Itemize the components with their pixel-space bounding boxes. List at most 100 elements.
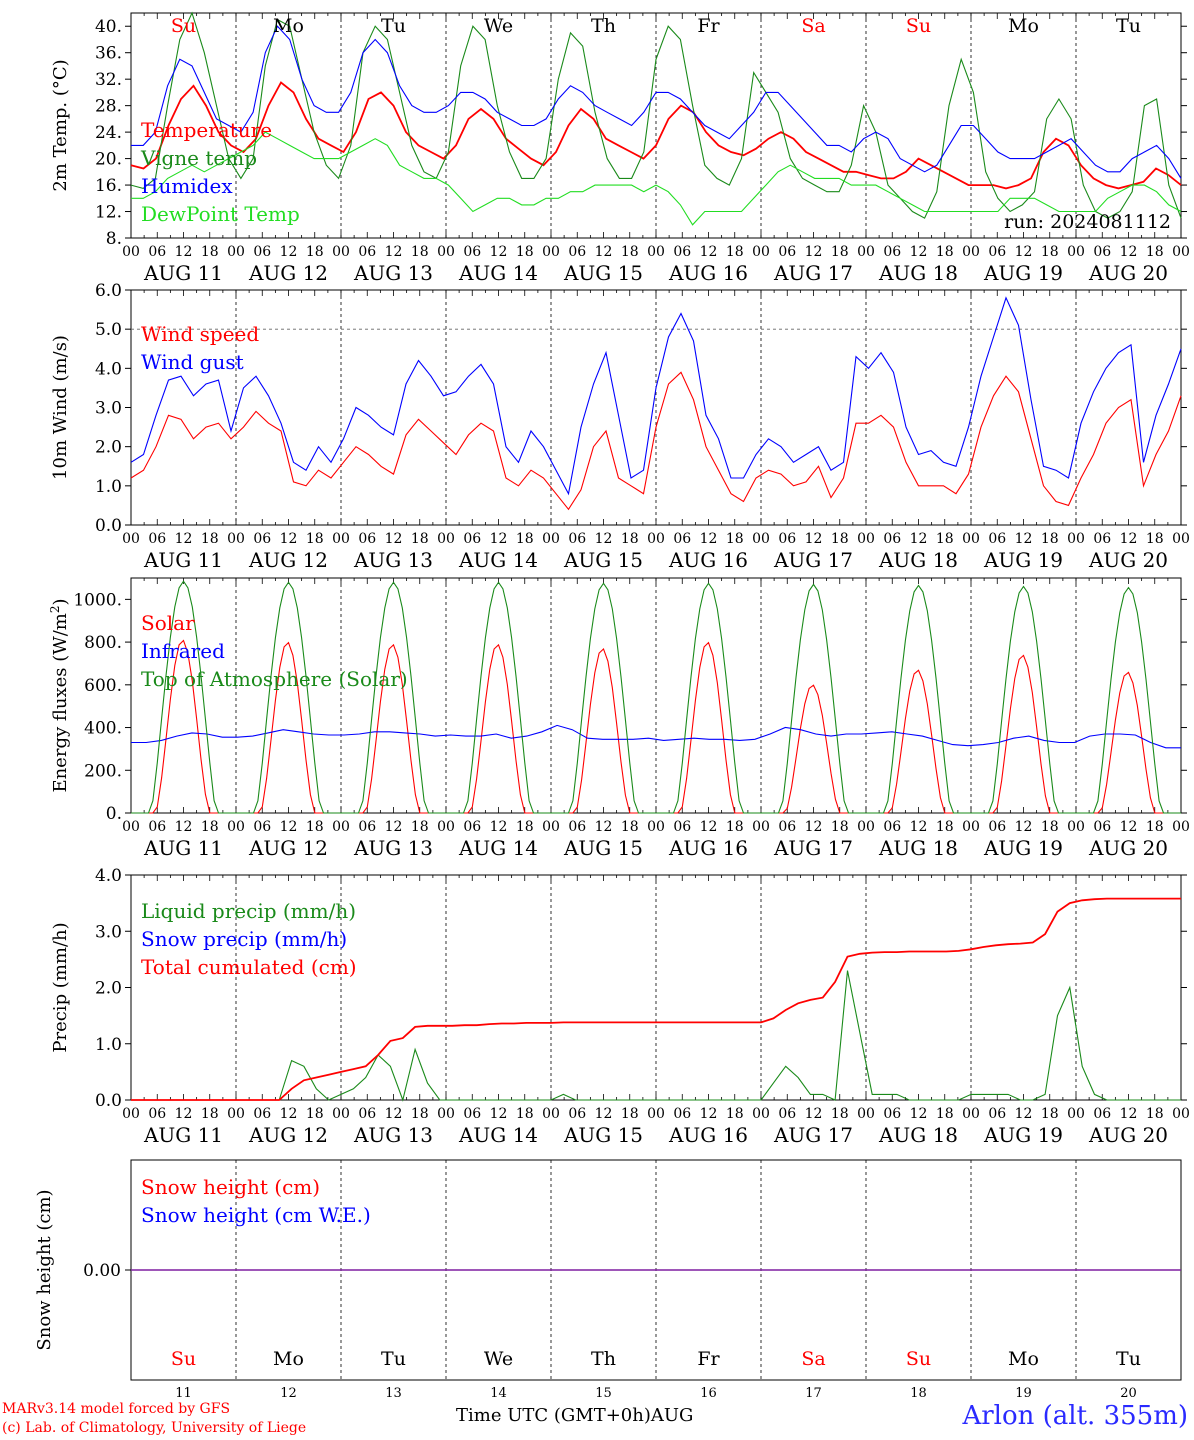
day-name: Tu xyxy=(381,15,406,37)
date-label: AUG 16 xyxy=(668,1123,748,1147)
y-axis: 8. 12. 16. 20. 24. 28. 32. 36. 40. xyxy=(95,17,1187,249)
legend-entry: Humidex xyxy=(141,174,233,198)
day-number: 18 xyxy=(910,1386,927,1401)
hour-label: 06 xyxy=(1093,531,1111,547)
hour-label: 18 xyxy=(726,244,744,260)
hour-label: 00 xyxy=(962,819,980,835)
hour-label: 18 xyxy=(726,819,744,835)
hour-label: 06 xyxy=(883,1106,901,1122)
hour-label: 06 xyxy=(1093,244,1111,260)
day-number: 11 xyxy=(175,1386,192,1401)
date-label: AUG 20 xyxy=(1088,548,1168,572)
hour-label: 18 xyxy=(936,819,954,835)
day-number: 12 xyxy=(280,1386,297,1401)
hour-label: 06 xyxy=(778,819,796,835)
legend-entry: Wind speed xyxy=(141,322,259,346)
day-name: Fr xyxy=(697,15,720,37)
hour-label: 18 xyxy=(1041,244,1059,260)
legend: Solar Infrared Top of Atmosphere (Solar) xyxy=(141,611,408,691)
hour-label: 00 xyxy=(647,819,665,835)
series-line-vigne-temp xyxy=(130,11,1182,219)
hour-label: 18 xyxy=(831,531,849,547)
hour-label: 00 xyxy=(647,244,665,260)
series-line-infrared xyxy=(131,724,1181,749)
y-tick-label: 2.0 xyxy=(95,979,122,999)
hour-label: 06 xyxy=(253,1106,271,1122)
hour-label: 00 xyxy=(227,1106,245,1122)
y-tick-label: 20. xyxy=(95,150,122,170)
hour-label: 00 xyxy=(542,531,560,547)
hour-label: 00 xyxy=(332,244,350,260)
y-tick-label: 36. xyxy=(95,44,122,64)
hour-label: 18 xyxy=(621,531,639,547)
hour-label: 00 xyxy=(857,1106,875,1122)
hour-label: 18 xyxy=(726,531,744,547)
hour-label: 18 xyxy=(306,1106,324,1122)
hour-label: 06 xyxy=(988,244,1006,260)
hour-label: 00 xyxy=(227,531,245,547)
hour-label: 12 xyxy=(700,244,718,260)
y-tick-label: 600. xyxy=(84,676,122,696)
y-axis-title: Snow height (cm) xyxy=(34,1189,55,1350)
hour-label: 12 xyxy=(490,819,508,835)
day-name: Su xyxy=(171,1348,196,1370)
date-label: AUG 11 xyxy=(143,548,223,572)
hour-label: 00 xyxy=(752,819,770,835)
hour-label: 00 xyxy=(1067,244,1085,260)
hour-label: 06 xyxy=(253,531,271,547)
hour-label: 12 xyxy=(595,244,613,260)
hour-label: 00 xyxy=(1067,819,1085,835)
date-label: AUG 14 xyxy=(458,548,538,572)
y-tick-label: 24. xyxy=(95,123,122,143)
legend-entry: Temperature xyxy=(141,118,272,142)
hour-label: 18 xyxy=(726,1106,744,1122)
hour-label: 06 xyxy=(778,244,796,260)
hour-label: 18 xyxy=(516,1106,534,1122)
y-tick-label: 4.0 xyxy=(95,359,122,379)
hour-label: 12 xyxy=(1015,244,1033,260)
y-tick-label: 400. xyxy=(84,719,122,739)
date-label: AUG 14 xyxy=(458,261,538,285)
date-label: AUG 16 xyxy=(668,548,748,572)
hour-label: 12 xyxy=(385,531,403,547)
hour-label: 12 xyxy=(1120,531,1138,547)
y-axis-title: Precip (mm/h) xyxy=(50,922,71,1052)
y-tick-label: 12. xyxy=(95,203,122,223)
hour-label: 00 xyxy=(647,531,665,547)
legend-entry: Wind gust xyxy=(141,350,244,374)
hour-label: 18 xyxy=(201,531,219,547)
hour-label: 06 xyxy=(988,531,1006,547)
series-line-dewpoint-temp xyxy=(131,131,1182,226)
date-label: AUG 12 xyxy=(248,261,328,285)
hour-label: 06 xyxy=(463,819,481,835)
hour-label: 00 xyxy=(1172,1106,1190,1122)
hour-label: 18 xyxy=(411,531,429,547)
hour-label: 18 xyxy=(1146,819,1164,835)
hour-label: 00 xyxy=(1067,531,1085,547)
y-tick-label: 1000. xyxy=(73,590,122,610)
series-line-wind-gust xyxy=(130,296,1182,496)
hour-label: 18 xyxy=(516,244,534,260)
hour-label: 00 xyxy=(227,244,245,260)
day-name: Mo xyxy=(273,15,304,37)
hour-label: 00 xyxy=(1172,244,1190,260)
date-label: AUG 13 xyxy=(353,261,433,285)
hour-label: 06 xyxy=(568,1106,586,1122)
hour-label: 06 xyxy=(358,819,376,835)
y-tick-label: 0. xyxy=(106,804,122,824)
y-axis: 0.0 1.0 2.0 3.0 4.0 5.0 6.0 xyxy=(95,281,1187,536)
hour-label: 06 xyxy=(148,819,166,835)
legend-entry: DewPoint Temp xyxy=(141,202,300,226)
hour-label: 18 xyxy=(936,244,954,260)
date-label: AUG 18 xyxy=(878,548,958,572)
series-line-top-of-atmosphere-solar- xyxy=(131,580,1181,814)
y-tick-label: 1.0 xyxy=(95,477,122,497)
legend: Liquid precip (mm/h) Snow precip (mm/h) To… xyxy=(141,899,357,979)
legend-entry: Snow height (cm W.E.) xyxy=(141,1203,371,1227)
legend-entry: Total cumulated (cm) xyxy=(141,955,357,979)
date-label: AUG 15 xyxy=(563,1123,643,1147)
hour-label: 12 xyxy=(490,531,508,547)
hour-label: 00 xyxy=(122,1106,140,1122)
legend-entry: Top of Atmosphere (Solar) xyxy=(141,667,408,691)
hour-label: 06 xyxy=(1093,819,1111,835)
